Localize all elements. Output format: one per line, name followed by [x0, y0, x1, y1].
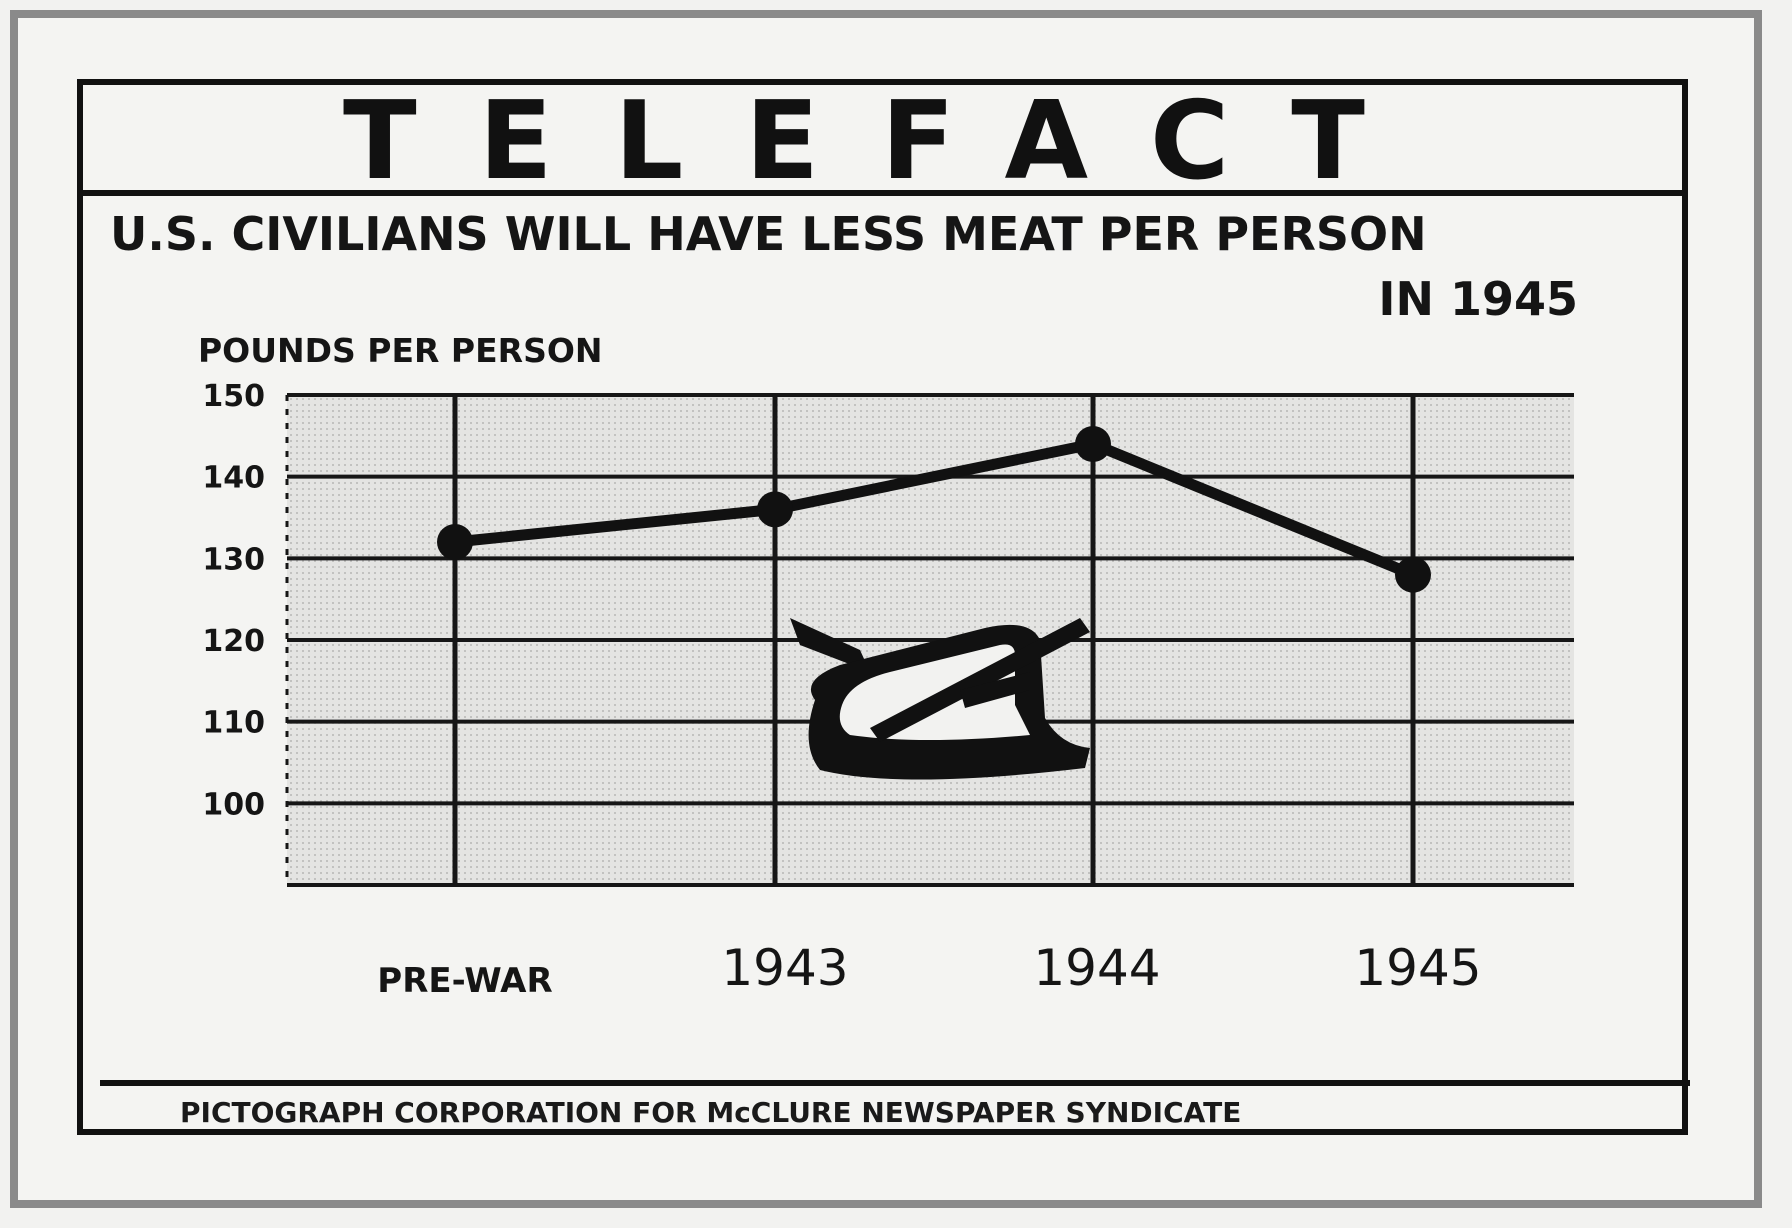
y-axis-label: POUNDS PER PERSON [198, 331, 603, 370]
y-tick-label: 120 [202, 624, 265, 659]
x-tick-label-1944: 1944 [1033, 939, 1160, 997]
chart-title: U.S. CIVILIANS WILL HAVE LESS MEAT PER P… [110, 207, 1427, 261]
data-point [757, 491, 793, 528]
credit-line: PICTOGRAPH CORPORATION FOR McCLURE NEWSP… [180, 1096, 1241, 1129]
series-line-group [454, 438, 1416, 580]
chart-title-line2: IN 1945 [1378, 272, 1578, 326]
x-tick-label-1945: 1945 [1354, 939, 1481, 997]
banner-title: TELEFACT [343, 79, 1427, 204]
outer-box [77, 79, 1688, 1135]
y-tick-label: 100 [202, 787, 265, 822]
data-point [1395, 556, 1431, 593]
y-tick-label: 140 [202, 461, 265, 496]
x-tick-label-1943: 1943 [721, 939, 848, 997]
y-ticks: 100 110 120 130 140 150 [202, 379, 265, 822]
y-tick-label: 130 [202, 542, 265, 577]
gridlines [285, 393, 1574, 887]
data-point [1075, 426, 1111, 462]
data-points [437, 426, 1431, 593]
series-line [454, 438, 1416, 580]
data-point [437, 524, 473, 560]
y-tick-label: 110 [202, 706, 265, 741]
y-tick-label: 150 [202, 379, 265, 414]
meat-cleaver-icon [790, 618, 1090, 780]
x-tick-label-prewar: PRE-WAR [377, 961, 552, 1001]
